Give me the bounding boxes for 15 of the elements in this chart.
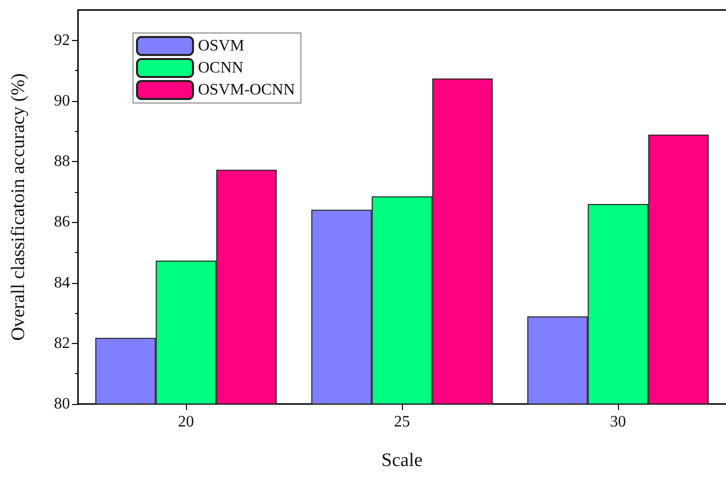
legend-label: OCNN [198, 60, 244, 76]
y-tick-label: 92 [54, 32, 70, 49]
y-tick-label: 84 [54, 274, 70, 292]
legend-label: OSVM-OCNN [198, 82, 296, 98]
y-tick-label: 86 [54, 214, 70, 231]
x-tick-label: 25 [394, 414, 410, 430]
legend-label: OSVM [198, 38, 244, 54]
y-axis-title: Overall classificatoin accuracy (%) [8, 73, 29, 341]
y-tick-label: 88 [54, 153, 70, 170]
y-tick-label: 80 [54, 396, 70, 412]
y-tick-label: 90 [54, 92, 70, 110]
x-tick-label: 30 [610, 414, 626, 430]
x-axis-title: Scale [381, 450, 423, 471]
x-tick-label: 20 [178, 414, 194, 430]
y-tick-label: 82 [54, 334, 70, 352]
